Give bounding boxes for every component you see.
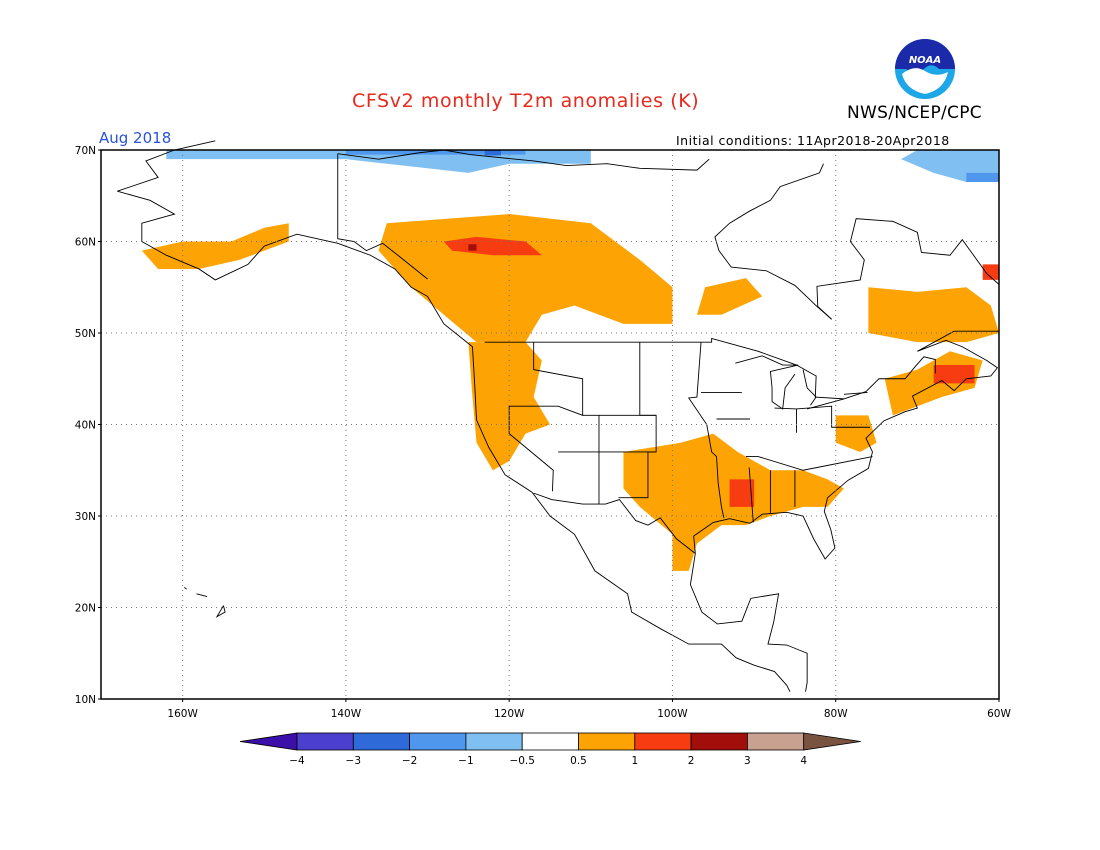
coastline-27 <box>807 398 845 410</box>
lon-tick-label: 140W <box>331 708 362 720</box>
coastline-9 <box>484 337 936 400</box>
colorbar-swatch <box>296 732 354 751</box>
coastline-30 <box>183 587 187 590</box>
coastline-25 <box>802 369 817 406</box>
lon-tick-label: 80W <box>824 708 848 720</box>
lon-tick-label: 100W <box>657 708 688 720</box>
lat-tick-label: 50N <box>75 328 96 340</box>
coastline-3 <box>689 553 808 692</box>
coastline-29 <box>196 593 208 597</box>
lat-tick-label: 30N <box>75 511 96 523</box>
coastline-6 <box>117 140 216 192</box>
anomaly-region-17 <box>468 244 477 251</box>
agency-label: NWS/NCEP/CPC <box>847 103 982 123</box>
colorbar-tick-label: −4 <box>289 755 305 767</box>
coastline-10 <box>508 342 584 492</box>
colorbar-swatch <box>465 732 523 751</box>
lat-tick-label: 10N <box>75 694 96 706</box>
colorbar-tick-label: 2 <box>688 755 695 767</box>
colorbar-swatch <box>690 732 748 751</box>
coastlines <box>117 140 1000 692</box>
lat-tick-label: 60N <box>75 237 96 249</box>
coastline-1 <box>533 492 696 554</box>
anomaly-region-9 <box>729 479 755 507</box>
coastline-18 <box>745 456 873 471</box>
colorbar-swatch <box>634 732 692 751</box>
coastline-28 <box>215 605 226 618</box>
anomaly-shading <box>141 150 999 571</box>
coastline-12 <box>687 342 725 518</box>
colorbar-tick-label: −0.5 <box>509 755 535 767</box>
colorbar-tick-label: 1 <box>631 755 638 767</box>
colorbar-tick-label: −3 <box>346 755 361 767</box>
colorbar-tick-label: 4 <box>800 755 807 767</box>
lat-tick-label: 20N <box>75 603 96 615</box>
colorbar-low-arrow <box>239 732 298 751</box>
coastline-4 <box>816 218 1000 320</box>
lat-tick-label: 40N <box>75 420 96 432</box>
coastline-24 <box>735 355 799 410</box>
anomaly-region-10 <box>933 365 975 384</box>
latitude-tick-labels: 70N 60N 50N 40N 30N 20N 10N <box>75 145 101 706</box>
colorbar: −4 −3 −2 −1 −0.5 0.5 1 2 3 4 <box>239 732 861 767</box>
colorbar-swatch <box>578 732 636 751</box>
coastline-5 <box>714 163 832 320</box>
anomaly-region-14 <box>345 150 526 155</box>
anomaly-region-8 <box>443 236 542 256</box>
colorbar-tick-label: −2 <box>402 755 417 767</box>
coastline-23 <box>748 467 754 523</box>
anomaly-region-11 <box>982 264 999 280</box>
colorbar-swatch <box>747 732 805 751</box>
colorbar-tick-label: −1 <box>458 755 473 767</box>
valid-month-label: Aug 2018 <box>99 129 172 147</box>
colorbar-swatch <box>409 732 467 751</box>
anomaly-region-1 <box>696 278 763 315</box>
colorbar-tick-label: 3 <box>744 755 751 767</box>
colorbar-high-arrow <box>803 732 861 751</box>
coastline-26 <box>843 392 868 395</box>
anomaly-region-15 <box>966 172 999 183</box>
colorbar-swatch <box>352 732 410 751</box>
lon-tick-label: 120W <box>494 708 525 720</box>
coastline-0 <box>117 190 791 692</box>
anomaly-region-16 <box>484 150 502 156</box>
initial-conditions-label: Initial conditions: 11Apr2018-20Apr2018 <box>676 133 950 148</box>
lat-tick-label: 70N <box>75 145 96 157</box>
colorbar-tick-label: 0.5 <box>570 755 587 767</box>
coastline-8 <box>337 153 428 280</box>
longitude-tick-labels: 160W 140W 120W 100W 80W 60W <box>167 699 1011 720</box>
anomaly-region-0 <box>378 214 673 343</box>
map-title: CFSv2 monthly T2m anomalies (K) <box>352 90 700 112</box>
anomaly-region-4 <box>868 287 999 343</box>
coastline-2 <box>693 330 999 560</box>
coastline-21 <box>774 405 871 428</box>
coastline-7 <box>337 149 710 171</box>
colorbar-swatch <box>521 732 579 751</box>
logo-text: NOAA <box>909 55 941 66</box>
lon-tick-label: 60W <box>987 708 1011 720</box>
lon-tick-label: 160W <box>167 708 198 720</box>
anomaly-region-6 <box>141 223 289 269</box>
noaa-logo-icon: NOAA <box>895 39 955 99</box>
